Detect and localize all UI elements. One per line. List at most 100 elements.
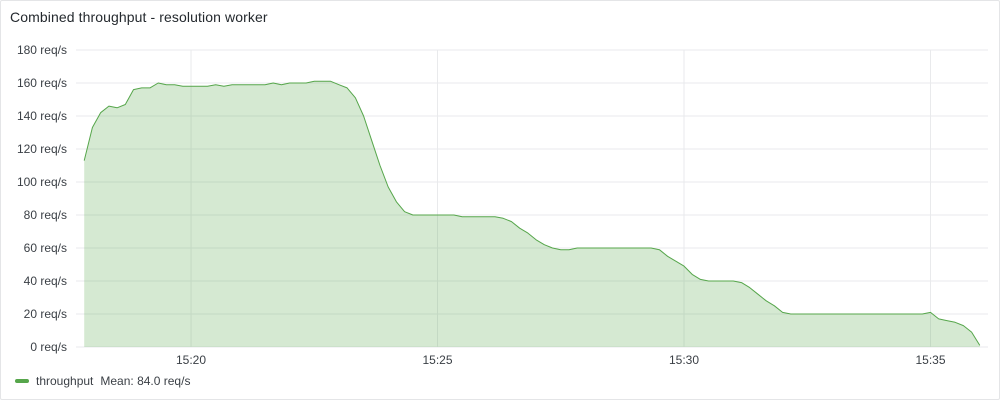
panel-title[interactable]: Combined throughput - resolution worker xyxy=(10,9,268,25)
data-point xyxy=(978,343,982,347)
data-point xyxy=(452,213,456,217)
data-point xyxy=(838,312,842,316)
data-point xyxy=(723,279,727,283)
data-point xyxy=(288,81,292,85)
data-point xyxy=(797,312,801,316)
data-point xyxy=(370,139,374,143)
throughput-area xyxy=(84,81,980,348)
data-point xyxy=(649,246,653,250)
y-axis-ticks: 0 req/s 20 req/s 40 req/s 60 req/s 80 req/s 1… xyxy=(17,43,67,354)
data-point xyxy=(140,86,144,90)
data-point xyxy=(337,83,341,87)
data-point xyxy=(181,84,185,88)
data-point xyxy=(748,286,752,290)
legend: throughput Mean: 84.0 req/s xyxy=(15,374,190,388)
series-area xyxy=(84,81,980,348)
y-tick-label: 100 req/s xyxy=(17,175,67,189)
data-point xyxy=(912,312,916,316)
data-point xyxy=(600,246,604,250)
series-line xyxy=(82,79,982,347)
data-point xyxy=(592,246,596,250)
data-point xyxy=(805,312,809,316)
data-point xyxy=(896,312,900,316)
data-point xyxy=(345,86,349,90)
data-point xyxy=(312,79,316,83)
y-tick-label: 40 req/s xyxy=(24,274,67,288)
data-point xyxy=(90,126,94,130)
legend-series-name[interactable]: throughput xyxy=(36,374,94,388)
y-tick-label: 0 req/s xyxy=(30,340,67,354)
data-point xyxy=(468,215,472,219)
data-point xyxy=(173,83,177,87)
data-point xyxy=(822,312,826,316)
data-point xyxy=(657,248,661,252)
data-point xyxy=(542,243,546,247)
data-point xyxy=(296,81,300,85)
y-tick-label: 180 req/s xyxy=(17,43,67,57)
data-point xyxy=(460,215,464,219)
data-point xyxy=(230,83,234,87)
data-point xyxy=(666,254,670,258)
data-point xyxy=(107,104,111,108)
x-tick-label: 15:35 xyxy=(915,353,945,367)
data-point xyxy=(115,106,119,110)
data-point xyxy=(863,312,867,316)
data-point xyxy=(362,114,366,118)
data-point xyxy=(756,292,760,296)
data-point xyxy=(436,213,440,217)
data-point xyxy=(583,246,587,250)
data-point xyxy=(961,324,965,328)
data-point xyxy=(279,83,283,87)
data-point xyxy=(156,81,160,85)
data-point xyxy=(82,159,86,163)
data-point xyxy=(419,213,423,217)
data-point xyxy=(304,81,308,85)
data-point xyxy=(411,213,415,217)
y-tick-label: 80 req/s xyxy=(24,208,67,222)
grid-lines xyxy=(76,49,988,348)
data-point xyxy=(559,248,563,252)
data-point xyxy=(781,310,785,314)
data-point xyxy=(247,83,251,87)
data-point xyxy=(846,312,850,316)
legend-swatch xyxy=(15,379,29,383)
data-point xyxy=(123,103,127,107)
data-point xyxy=(206,84,210,88)
data-point xyxy=(887,312,891,316)
data-point xyxy=(148,86,152,90)
data-point xyxy=(444,213,448,217)
data-point xyxy=(690,272,694,276)
data-point xyxy=(879,312,883,316)
data-point xyxy=(764,299,768,303)
data-point xyxy=(518,226,522,230)
data-point xyxy=(394,200,398,204)
data-point xyxy=(633,246,637,250)
data-point xyxy=(772,304,776,308)
data-point xyxy=(641,246,645,250)
data-point xyxy=(789,312,793,316)
data-point xyxy=(937,317,941,321)
data-point xyxy=(189,84,193,88)
data-point xyxy=(271,81,275,85)
data-point xyxy=(740,281,744,285)
y-tick-label: 20 req/s xyxy=(24,307,67,321)
y-tick-label: 120 req/s xyxy=(17,142,67,156)
data-point xyxy=(575,246,579,250)
data-point xyxy=(321,79,325,83)
data-point xyxy=(953,320,957,324)
data-point xyxy=(715,279,719,283)
data-point xyxy=(970,330,974,334)
data-point xyxy=(855,312,859,316)
data-point xyxy=(674,259,678,263)
data-point xyxy=(698,277,702,281)
data-point xyxy=(830,312,834,316)
data-point xyxy=(625,246,629,250)
data-point xyxy=(682,264,686,268)
data-point xyxy=(255,83,259,87)
data-point xyxy=(501,216,505,220)
data-point xyxy=(904,312,908,316)
data-point xyxy=(731,279,735,283)
data-point xyxy=(197,84,201,88)
data-point xyxy=(403,210,407,214)
